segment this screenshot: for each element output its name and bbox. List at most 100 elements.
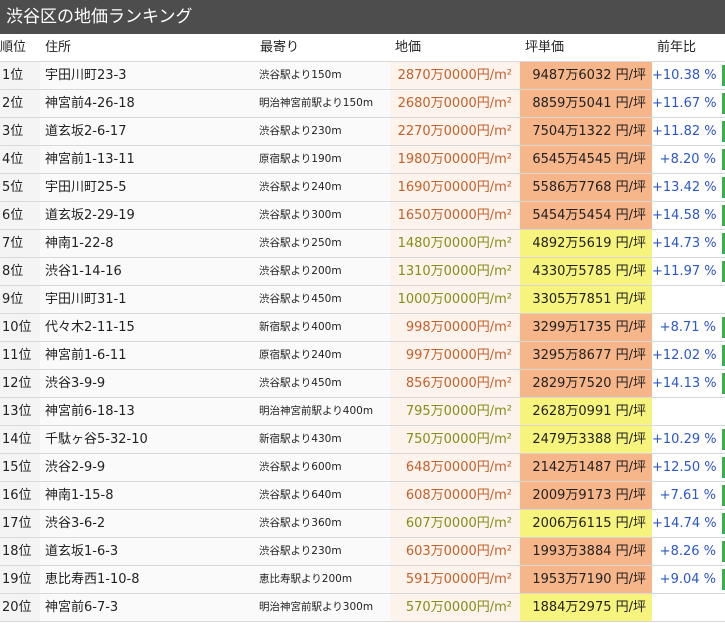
column-header: 坪単価 bbox=[525, 40, 565, 55]
address: 神南1-22-8 bbox=[40, 230, 255, 257]
nearest-station: 渋谷駅より600m bbox=[255, 454, 390, 481]
land-price: 1480万0000円/m² bbox=[390, 230, 520, 257]
nearest-station: 渋谷駅より150m bbox=[255, 62, 390, 89]
tsubo-price: 1953万7190 円/坪 bbox=[520, 566, 652, 593]
trend-bar bbox=[722, 233, 725, 254]
trend-bar bbox=[722, 149, 725, 170]
table-row: 13位 神宮前6-18-13 明治神宮前駅より400m 795万0000円/m² 262… bbox=[0, 398, 725, 426]
column-header: 地価 bbox=[395, 40, 422, 55]
address: 神南1-15-8 bbox=[40, 482, 255, 509]
yoy-change: +14.74 % bbox=[652, 516, 717, 531]
address: 神宮前6-7-3 bbox=[40, 594, 255, 621]
trend-bar bbox=[722, 121, 725, 142]
yoy-change: +14.73 % bbox=[652, 236, 717, 251]
nearest-station: 恵比寿駅より200m bbox=[255, 566, 390, 593]
table-row: 7位 神南1-22-8 渋谷駅より250m 1480万0000円/m² 4892万561… bbox=[0, 230, 725, 258]
table-row: 8位 渋谷1-14-16 渋谷駅より200m 1310万0000円/m² 4330万57… bbox=[0, 258, 725, 286]
rank: 1位 bbox=[0, 62, 40, 89]
rank: 6位 bbox=[0, 202, 40, 229]
nearest-station: 原宿駅より240m bbox=[255, 342, 390, 369]
tsubo-price: 7504万1322 円/坪 bbox=[520, 118, 652, 145]
trend-bar bbox=[722, 513, 725, 534]
trend-bar bbox=[722, 569, 725, 590]
trend-bar bbox=[722, 261, 725, 282]
land-price: 2270万0000円/m² bbox=[390, 118, 520, 145]
address: 宇田川町23-3 bbox=[40, 62, 255, 89]
header-row: 順位 住所 最寄り 地価 坪単価 前年比 bbox=[0, 34, 725, 62]
rank: 20位 bbox=[0, 594, 40, 621]
rank: 7位 bbox=[0, 230, 40, 257]
land-price: 648万0000円/m² bbox=[390, 454, 520, 481]
address: 道玄坂2-6-17 bbox=[40, 118, 255, 145]
nearest-station: 渋谷駅より200m bbox=[255, 258, 390, 285]
nearest-station: 渋谷駅より250m bbox=[255, 230, 390, 257]
yoy-change: +13.42 % bbox=[652, 180, 717, 195]
yoy-change: +8.26 % bbox=[659, 544, 716, 559]
tsubo-price: 4892万5619 円/坪 bbox=[520, 230, 652, 257]
land-price: 1650万0000円/m² bbox=[390, 202, 520, 229]
rank: 12位 bbox=[0, 370, 40, 397]
column-header: 住所 bbox=[45, 40, 72, 55]
nearest-station: 明治神宮前駅より150m bbox=[255, 90, 390, 117]
tsubo-price: 8859万5041 円/坪 bbox=[520, 90, 652, 117]
column-header: 順位 bbox=[0, 40, 27, 55]
table-row: 10位 代々木2-11-15 新宿駅より400m 998万0000円/m² 3299万1… bbox=[0, 314, 725, 342]
trend-bar bbox=[722, 177, 725, 198]
tsubo-price: 6545万4545 円/坪 bbox=[520, 146, 652, 173]
land-price: 750万0000円/m² bbox=[390, 426, 520, 453]
land-price: 856万0000円/m² bbox=[390, 370, 520, 397]
nearest-station: 新宿駅より400m bbox=[255, 314, 390, 341]
trend-bar bbox=[722, 317, 725, 338]
rank: 3位 bbox=[0, 118, 40, 145]
table-row: 11位 神宮前1-6-11 原宿駅より240m 997万0000円/m² 3295万86… bbox=[0, 342, 725, 370]
nearest-station: 渋谷駅より230m bbox=[255, 118, 390, 145]
yoy-change: +8.20 % bbox=[659, 152, 716, 167]
trend-bar bbox=[722, 429, 725, 450]
page-title: 渋谷区の地価ランキング bbox=[0, 0, 725, 34]
nearest-station: 明治神宮前駅より400m bbox=[255, 398, 390, 425]
rank: 11位 bbox=[0, 342, 40, 369]
rank: 8位 bbox=[0, 258, 40, 285]
tsubo-price: 1884万2975 円/坪 bbox=[520, 594, 652, 621]
yoy-change: +12.02 % bbox=[652, 348, 717, 363]
address: 神宮前6-18-13 bbox=[40, 398, 255, 425]
trend-bar bbox=[722, 65, 725, 86]
rank: 2位 bbox=[0, 90, 40, 117]
tsubo-price: 3295万8677 円/坪 bbox=[520, 342, 652, 369]
nearest-station: 渋谷駅より240m bbox=[255, 174, 390, 201]
column-header: 前年比 bbox=[657, 40, 697, 55]
land-price: 2680万0000円/m² bbox=[390, 90, 520, 117]
table-row: 14位 千駄ヶ谷5-32-10 新宿駅より430m 750万0000円/m² 2479万… bbox=[0, 426, 725, 454]
table-row: 3位 道玄坂2-6-17 渋谷駅より230m 2270万0000円/m² 7504万13… bbox=[0, 118, 725, 146]
table-row: 19位 恵比寿西1-10-8 恵比寿駅より200m 591万0000円/m² 1953万… bbox=[0, 566, 725, 594]
nearest-station: 渋谷駅より230m bbox=[255, 538, 390, 565]
address: 道玄坂1-6-3 bbox=[40, 538, 255, 565]
rank: 19位 bbox=[0, 566, 40, 593]
tsubo-price: 2009万9173 円/坪 bbox=[520, 482, 652, 509]
address: 神宮前1-6-11 bbox=[40, 342, 255, 369]
land-price: 603万0000円/m² bbox=[390, 538, 520, 565]
table-row: 2位 神宮前4-26-18 明治神宮前駅より150m 2680万0000円/m² 885… bbox=[0, 90, 725, 118]
land-price: 591万0000円/m² bbox=[390, 566, 520, 593]
table-row: 4位 神宮前1-13-11 原宿駅より190m 1980万0000円/m² 6545万4… bbox=[0, 146, 725, 174]
rank: 4位 bbox=[0, 146, 40, 173]
rank: 13位 bbox=[0, 398, 40, 425]
table-row: 9位 宇田川町31-1 渋谷駅より450m 1000万0000円/m² 3305万785… bbox=[0, 286, 725, 314]
trend-bar bbox=[722, 457, 725, 478]
land-price: 1310万0000円/m² bbox=[390, 258, 520, 285]
land-price: 795万0000円/m² bbox=[390, 398, 520, 425]
tsubo-price: 3299万1735 円/坪 bbox=[520, 314, 652, 341]
address: 代々木2-11-15 bbox=[40, 314, 255, 341]
trend-bar bbox=[722, 373, 725, 394]
rank: 9位 bbox=[0, 286, 40, 313]
address: 恵比寿西1-10-8 bbox=[40, 566, 255, 593]
yoy-change: +10.29 % bbox=[652, 432, 717, 447]
tsubo-price: 2479万3388 円/坪 bbox=[520, 426, 652, 453]
land-price: 997万0000円/m² bbox=[390, 342, 520, 369]
yoy-change: +8.71 % bbox=[659, 320, 716, 335]
land-price: 2870万0000円/m² bbox=[390, 62, 520, 89]
tsubo-price: 2628万0991 円/坪 bbox=[520, 398, 652, 425]
tsubo-price: 5454万5454 円/坪 bbox=[520, 202, 652, 229]
table-row: 15位 渋谷2-9-9 渋谷駅より600m 648万0000円/m² 2142万1487… bbox=[0, 454, 725, 482]
